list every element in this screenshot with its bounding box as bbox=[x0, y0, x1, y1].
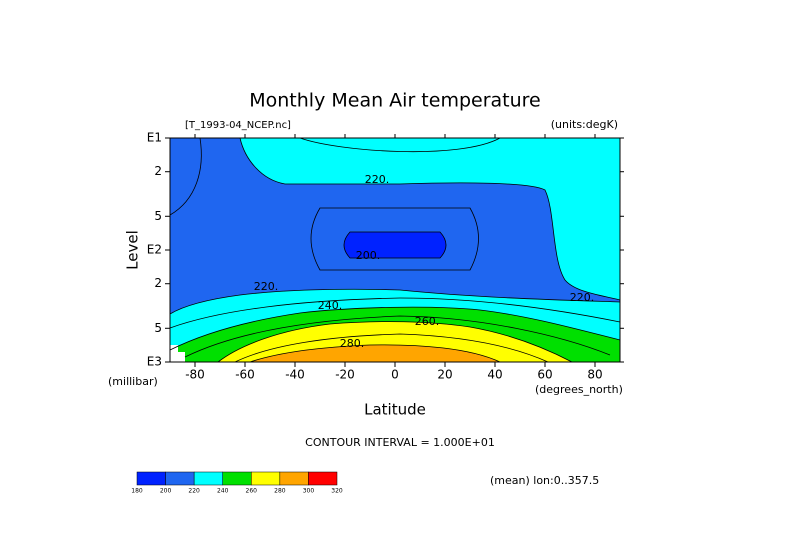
chart-title: Monthly Mean Air temperature bbox=[249, 90, 540, 112]
band-280-300 bbox=[250, 344, 500, 362]
contour-line bbox=[343, 231, 447, 259]
contour-line bbox=[169, 297, 621, 329]
colorbar-label: 260 bbox=[246, 488, 258, 495]
colorbar-label: 280 bbox=[274, 488, 286, 495]
colorbar-swatch bbox=[165, 471, 195, 486]
band-200-220 bbox=[170, 138, 620, 314]
contour-interval: CONTOUR INTERVAL = 1.000E+01 bbox=[305, 436, 495, 449]
units-label: (units:degK) bbox=[551, 118, 618, 131]
band-180-200 bbox=[344, 232, 446, 258]
colorbar-label: 320 bbox=[331, 488, 343, 495]
contour-line bbox=[217, 321, 573, 363]
y-tick-label: E3 bbox=[147, 355, 162, 369]
y-tick-label: E1 bbox=[147, 131, 162, 145]
y-axis-label: Level bbox=[124, 230, 142, 270]
x-tick-label: -20 bbox=[335, 368, 355, 382]
y-tick-label: E2 bbox=[147, 243, 162, 257]
x-tick-label: 60 bbox=[537, 368, 552, 382]
y-units: (millibar) bbox=[108, 375, 158, 388]
colorbar-swatch bbox=[251, 471, 281, 486]
contour-line bbox=[169, 137, 202, 216]
x-axis-label: Latitude bbox=[364, 401, 426, 419]
x-tick-label: 80 bbox=[587, 368, 602, 382]
x-tick-label: 40 bbox=[487, 368, 502, 382]
missing-data bbox=[170, 345, 185, 362]
colorbar-swatch bbox=[308, 471, 338, 486]
contour-line bbox=[249, 344, 501, 363]
contour-field bbox=[169, 137, 621, 363]
y-tick-label: 2 bbox=[154, 276, 162, 290]
contour-label: 240. bbox=[318, 299, 343, 312]
contour-line bbox=[169, 288, 621, 315]
contour-label: 220. bbox=[365, 173, 390, 186]
colorbar-label: 220 bbox=[188, 488, 200, 495]
contour-line bbox=[234, 333, 549, 363]
y-tick-label: 2 bbox=[154, 164, 162, 178]
colorbar-swatch bbox=[193, 471, 223, 486]
contour-line bbox=[239, 137, 621, 301]
colorbar-swatch bbox=[222, 471, 252, 486]
contour-line bbox=[184, 315, 611, 358]
x-tick-label: -80 bbox=[185, 368, 205, 382]
contour-label: 260. bbox=[415, 315, 440, 328]
contour-label: 280. bbox=[340, 337, 365, 350]
contour-label: 200. bbox=[356, 249, 381, 262]
y-tick-label: 5 bbox=[154, 209, 162, 223]
contour-label: 220. bbox=[254, 280, 279, 293]
x-tick-label: 20 bbox=[437, 368, 452, 382]
averaging-note: (mean) lon:0..357.5 bbox=[490, 474, 599, 487]
contour-line bbox=[310, 207, 479, 271]
colorbar-swatch bbox=[136, 471, 166, 486]
colorbar-label: 240 bbox=[217, 488, 229, 495]
x-tick-label: 0 bbox=[391, 368, 399, 382]
contour-line bbox=[169, 306, 621, 351]
colorbar-swatch bbox=[279, 471, 309, 486]
y-tick-label: 5 bbox=[154, 321, 162, 335]
x-tick-label: -40 bbox=[285, 368, 305, 382]
x-tick-label: -60 bbox=[235, 368, 255, 382]
file-label: [T_1993-04_NCEP.nc] bbox=[185, 120, 291, 131]
contour-label: 220. bbox=[570, 291, 595, 304]
colorbar-label: 200 bbox=[160, 488, 172, 495]
contour-line bbox=[299, 137, 501, 153]
x-units: (degrees_north) bbox=[535, 383, 623, 396]
colorbar-label: 300 bbox=[303, 488, 315, 495]
colorbar-label: 180 bbox=[131, 488, 143, 495]
